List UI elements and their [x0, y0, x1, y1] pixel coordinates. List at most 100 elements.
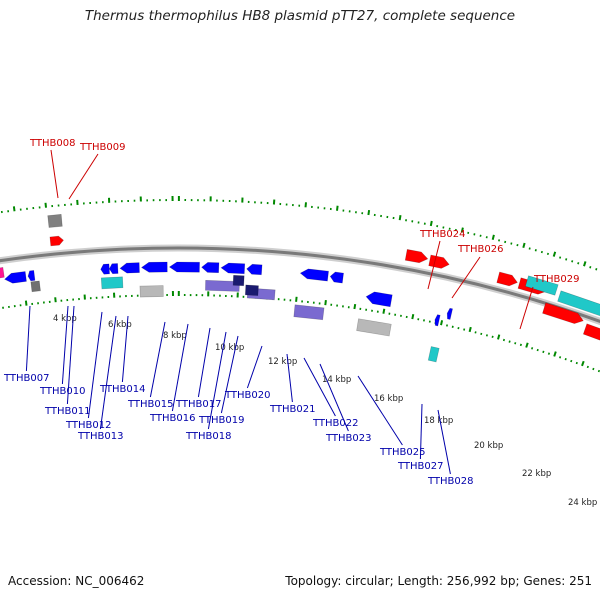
inner-tick-ring — [324, 299, 327, 306]
gene-ttHB024 — [404, 249, 429, 264]
gene-navy-b — [244, 284, 259, 296]
plasmid-backbone — [0, 246, 600, 324]
outer-tick-ring — [546, 252, 549, 256]
label-leader — [149, 321, 166, 398]
gene-label: TTHB018 — [185, 431, 232, 442]
gene-ttHB016 — [201, 262, 220, 274]
gene-ttHB022 — [329, 271, 344, 284]
label-leader — [68, 153, 99, 200]
gene-ttHB017 — [220, 262, 246, 275]
inner-tick-ring — [547, 352, 551, 355]
inner-tick-ring — [480, 332, 483, 336]
label-leader — [437, 409, 451, 475]
inner-tick-ring — [474, 331, 477, 334]
gene-label: TTHB029 — [533, 274, 580, 285]
inner-tick-ring — [485, 334, 488, 337]
label-leader — [121, 315, 129, 383]
label-leader — [197, 327, 211, 398]
inner-tick-ring — [525, 342, 529, 348]
gene-ttHB018 — [246, 263, 263, 276]
inner-tick-ring — [575, 361, 578, 365]
gene-label: TTHB008 — [29, 138, 76, 149]
inner-tick-ring — [508, 340, 511, 343]
inner-tick-ring — [54, 297, 57, 303]
inner-tick-ring — [457, 326, 460, 330]
outer-tick-ring — [516, 243, 519, 247]
outer-tick-ring — [498, 239, 501, 242]
gene-gray-top — [47, 213, 63, 228]
inner-tick-ring — [497, 334, 501, 340]
inner-tick-ring — [411, 314, 415, 320]
gene-label: TTHB007 — [3, 373, 50, 384]
label-leader — [50, 149, 59, 199]
inner-tick-ring — [502, 338, 505, 342]
outer-tick-ring — [454, 228, 457, 232]
gene-ttHB015 — [168, 261, 200, 273]
inner-tick-ring — [586, 365, 589, 369]
label-leader — [319, 363, 349, 432]
gene-navy-a — [232, 274, 245, 287]
label-leader — [519, 286, 534, 330]
gene-ttHB012 — [108, 263, 119, 275]
outer-tick-ring — [540, 250, 543, 254]
gene-label: TTHB028 — [427, 476, 474, 487]
outer-tick-ring — [491, 234, 495, 240]
gene-gray-small — [30, 280, 41, 293]
inner-tick-ring — [531, 347, 534, 350]
inner-tick-ring — [382, 308, 386, 314]
scale-label: 18 kbp — [424, 416, 453, 426]
outer-tick-ring — [595, 268, 598, 271]
gene-label: TTHB023 — [325, 433, 372, 444]
outer-tick-ring — [559, 256, 562, 259]
gene-ttHB010 — [27, 270, 36, 282]
label-leader — [220, 335, 239, 414]
inner-tick-ring — [564, 357, 567, 361]
outer-tick-ring — [367, 209, 371, 216]
label-leader — [61, 305, 69, 385]
gene-cyan-b — [525, 275, 559, 296]
accession-text: Accession: NC_006462 — [8, 574, 145, 588]
gene-ttHB008 — [49, 235, 64, 247]
inner-tick-ring — [559, 356, 562, 359]
outer-tick-ring — [534, 249, 537, 252]
gene-ttHB011 — [100, 263, 110, 275]
inner-tick-ring — [468, 326, 472, 333]
label-leader — [286, 353, 293, 403]
gene-label: TTHB026 — [457, 244, 504, 255]
gene-label: TTHB010 — [39, 386, 86, 397]
gene-label: TTHB021 — [269, 404, 316, 415]
gene-ttHB013 — [119, 262, 140, 274]
scale-label: 4 kbp — [53, 314, 77, 324]
gene-label: TTHB015 — [127, 399, 174, 410]
inner-tick-ring — [592, 367, 595, 371]
label-leader — [357, 375, 403, 446]
inner-tick-ring — [440, 320, 444, 326]
inner-tick-ring — [542, 350, 545, 354]
scale-label: 24 kbp — [568, 498, 597, 508]
outer-tick-ring — [485, 236, 488, 239]
outer-tick-ring — [528, 247, 531, 250]
gene-label: TTHB020 — [224, 390, 271, 401]
gene-label: TTHB009 — [79, 142, 126, 153]
inner-tick-ring — [519, 343, 522, 347]
gene-label: TTHB025 — [379, 447, 426, 458]
outer-tick-ring — [589, 266, 592, 269]
outer-tick-ring — [448, 227, 451, 230]
scale-label: 6 kbp — [108, 320, 132, 330]
gene-ttHB021 — [299, 268, 329, 282]
label-leader — [66, 305, 75, 405]
inner-tick-ring — [581, 360, 585, 367]
gene-label: TTHB019 — [198, 415, 245, 426]
outer-tick-ring — [565, 258, 568, 261]
gene-cyan-a — [100, 276, 124, 290]
label-leader — [303, 357, 336, 417]
gene-ttHB029 — [496, 271, 518, 287]
outer-tick-ring — [398, 215, 402, 221]
outer-tick-ring — [479, 234, 482, 237]
label-leader — [171, 323, 189, 412]
gene-label: TTHB012 — [65, 420, 112, 431]
outer-tick-ring — [44, 202, 47, 208]
gene-label: TTHB011 — [44, 406, 91, 417]
